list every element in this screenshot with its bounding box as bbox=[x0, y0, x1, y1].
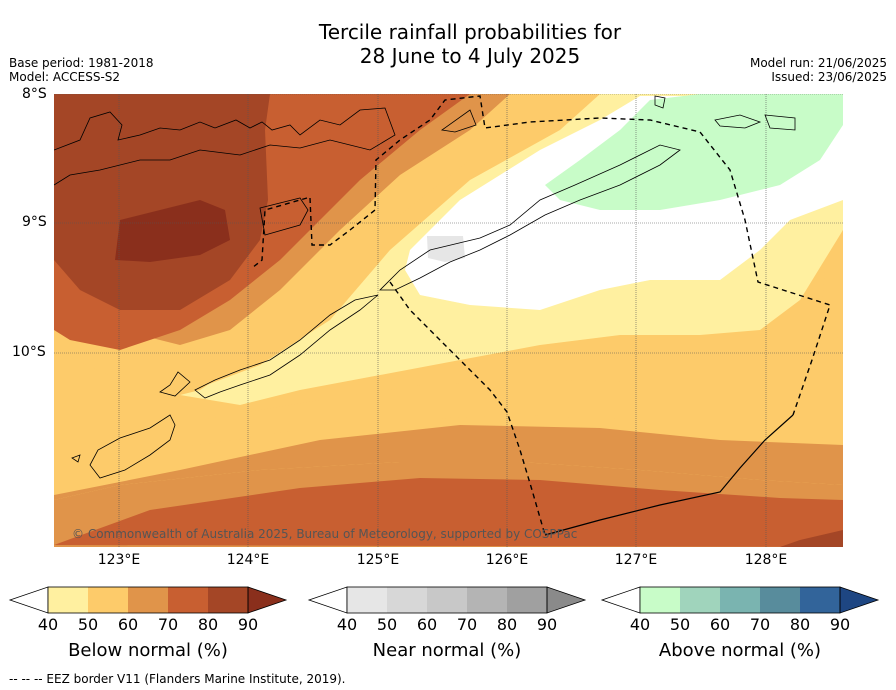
boundary-line-south bbox=[544, 414, 794, 536]
coastlines bbox=[54, 95, 796, 479]
cbar-above-60-70 bbox=[720, 587, 760, 613]
colorbar-below-normal bbox=[8, 586, 288, 614]
eez-legend-footer: -- -- -- EEZ border V11 (Flanders Marine… bbox=[9, 672, 346, 686]
cbar-below-40-50 bbox=[48, 587, 88, 613]
cbar-above-tick: 50 bbox=[669, 615, 691, 634]
cbar-near-50-60 bbox=[387, 587, 427, 613]
lon-label-126e: 126°E bbox=[485, 552, 529, 568]
region-near-40-50 bbox=[427, 236, 465, 262]
cbar-above-title: Above normal (%) bbox=[658, 640, 822, 661]
copyright-text: © Commonwealth of Australia 2025, Bureau… bbox=[72, 527, 577, 541]
cbar-below-50-60 bbox=[88, 587, 128, 613]
meta-left: Base period: 1981-2018 Model: ACCESS-S2 bbox=[9, 56, 154, 84]
cbar-near-60-70 bbox=[427, 587, 467, 613]
band-below-80-90-nw bbox=[54, 94, 270, 310]
lon-label-123e: 123°E bbox=[97, 552, 141, 568]
eez-border-west bbox=[389, 281, 546, 536]
cbar-below-title: Below normal (%) bbox=[68, 640, 228, 661]
eez-border-north bbox=[251, 95, 831, 416]
cbar-near-tick: 50 bbox=[376, 615, 398, 634]
model-name: Model: ACCESS-S2 bbox=[9, 70, 121, 84]
cbar-near-tick: 90 bbox=[536, 615, 558, 634]
band-below-90-plus bbox=[115, 200, 230, 262]
model-run: Model run: 21/06/2025 bbox=[749, 56, 887, 70]
graticule bbox=[54, 94, 843, 547]
cbar-near-title: Near normal (%) bbox=[372, 640, 522, 661]
colorbar-near-normal bbox=[307, 586, 587, 614]
base-period: Base period: 1981-2018 bbox=[9, 56, 154, 70]
cbar-above-80-90 bbox=[800, 587, 840, 613]
cbar-near-40-50 bbox=[347, 587, 387, 613]
lat-label-9s: 9°S bbox=[22, 214, 47, 230]
cbar-near-tick: 40 bbox=[336, 615, 358, 634]
band-below-50-60-mid bbox=[54, 380, 843, 455]
cbar-above-tick: 60 bbox=[709, 615, 731, 634]
colorbars bbox=[8, 586, 880, 614]
cbar-above-40-50 bbox=[640, 587, 680, 613]
cbar-above-tick: 40 bbox=[629, 615, 651, 634]
cbar-below-tick: 40 bbox=[37, 615, 59, 634]
cbar-near-tick: 80 bbox=[496, 615, 518, 634]
cbar-near-tick: 70 bbox=[456, 615, 478, 634]
lon-label-127e: 127°E bbox=[614, 552, 658, 568]
cbar-near-tick: 60 bbox=[416, 615, 438, 634]
band-below-50-60-east bbox=[820, 230, 843, 340]
cbar-below-80-90 bbox=[208, 587, 248, 613]
cbar-above-tick: 70 bbox=[749, 615, 771, 634]
colorbar-above-normal bbox=[600, 586, 880, 614]
band-below-80-90-se bbox=[780, 530, 843, 547]
cbar-above-under bbox=[600, 586, 641, 614]
lat-label-8s: 8°S bbox=[22, 86, 47, 102]
cbar-above-tick: 90 bbox=[829, 615, 851, 634]
cbar-near-80-90 bbox=[507, 587, 547, 613]
lon-label-124e: 124°E bbox=[226, 552, 270, 568]
cbar-below-under bbox=[8, 586, 49, 614]
cbar-below-tick: 90 bbox=[237, 615, 259, 634]
title-line-1: Tercile rainfall probabilities for bbox=[318, 20, 622, 44]
band-below-70-80-south bbox=[54, 478, 843, 547]
cbar-near-under bbox=[307, 586, 348, 614]
cbar-below-over bbox=[247, 586, 288, 614]
probability-field: © Commonwealth of Australia 2025, Bureau… bbox=[54, 94, 843, 547]
lon-label-125e: 125°E bbox=[356, 552, 400, 568]
cbar-near-70-80 bbox=[467, 587, 507, 613]
cbar-above-tick: 80 bbox=[789, 615, 811, 634]
cbar-above-70-80 bbox=[760, 587, 800, 613]
title-line-2: 28 June to 4 July 2025 bbox=[359, 44, 581, 68]
cbar-below-70-80 bbox=[168, 587, 208, 613]
map-title: Tercile rainfall probabilities for 28 Ju… bbox=[0, 20, 896, 68]
issued-date: Issued: 23/06/2025 bbox=[771, 70, 887, 84]
lat-label-10s: 10°S bbox=[12, 344, 46, 360]
lon-label-128e: 128°E bbox=[744, 552, 788, 568]
cbar-above-over bbox=[839, 586, 880, 614]
cbar-below-tick: 70 bbox=[157, 615, 179, 634]
cbar-below-tick: 50 bbox=[77, 615, 99, 634]
cbar-below-60-70 bbox=[128, 587, 168, 613]
cbar-near-over bbox=[546, 586, 587, 614]
meta-right: Model run: 21/06/2025 Issued: 23/06/2025 bbox=[750, 56, 887, 84]
cbar-above-50-60 bbox=[680, 587, 720, 613]
band-below-60-70-mid bbox=[54, 425, 843, 500]
cbar-below-tick: 80 bbox=[197, 615, 219, 634]
cbar-below-tick: 60 bbox=[117, 615, 139, 634]
